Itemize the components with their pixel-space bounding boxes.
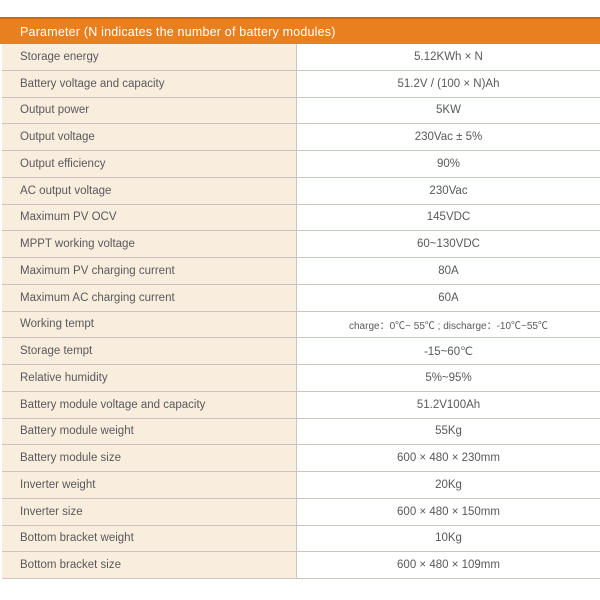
table-title: Parameter (N indicates the number of bat… [20,24,336,39]
table-row: Output voltage 230Vac ± 5% [2,124,600,151]
parameter-value-cell: 10Kg [297,525,600,552]
table-row: Battery voltage and capacity 51.2V / (100… [2,70,600,98]
parameter-name-cell: Working tempt [2,311,297,338]
parameter-value-cell: 230Vac ± 5% [297,124,600,150]
parameter-value-cell: 5KW [297,97,600,124]
parameter-name-cell: Maximum PV charging current [2,258,297,284]
parameter-name-cell: Battery module weight [2,418,297,445]
parameter-name-cell: Inverter weight [2,472,297,498]
parameter-value-cell: 145VDC [297,204,600,231]
parameter-name-cell: Output efficiency [2,151,297,177]
parameter-value-cell: 51.2V / (100 × N)Ah [297,70,600,97]
parameter-value-cell: 600 × 480 × 230mm [297,445,600,471]
table-row: Relative humidity 5%~95% [2,365,600,392]
parameter-name-cell: Battery module size [2,445,297,471]
parameter-value-cell: 80A [297,258,600,284]
parameter-value-cell: 51.2V100Ah [297,391,600,418]
table-row: Storage tempt -15~60℃ [2,338,600,365]
table-row: Battery module voltage and capacity 51.2V… [2,391,600,419]
parameter-name-cell: Output voltage [2,124,297,150]
spec-sheet-page: Parameter (N indicates the number of bat… [0,17,600,600]
parameter-name-cell: Relative humidity [2,365,297,391]
table-row: AC output voltage 230Vac [2,177,600,205]
table-row: Bottom bracket size 600 × 480 × 109mm [2,552,600,579]
table-row: Storage energy 5.12KWh × N [2,44,600,71]
table-row: Output power 5KW [2,97,600,125]
table-row: Battery module size 600 × 480 × 230mm [2,445,600,472]
parameter-value-cell: charge：0℃~ 55℃ ; discharge：-10℃~55℃ [297,311,600,338]
table-row: Battery module weight 55Kg [2,418,600,446]
parameter-name-cell: Maximum AC charging current [2,284,297,311]
parameter-value-cell: -15~60℃ [297,338,600,364]
parameter-value-cell: 600 × 480 × 109mm [297,552,600,578]
parameter-name-cell: Inverter size [2,498,297,525]
table-header-bar: Parameter (N indicates the number of bat… [0,17,600,44]
parameter-name-cell: Maximum PV OCV [2,204,297,231]
table-row: MPPT working voltage 60~130VDC [2,231,600,258]
table-row: Maximum PV OCV 145VDC [2,204,600,232]
table-row: Inverter weight 20Kg [2,472,600,499]
parameter-name-cell: Battery module voltage and capacity [2,391,297,418]
table-row: Working tempt charge：0℃~ 55℃ ; discharge：… [2,311,600,339]
parameter-value-cell: 5.12KWh × N [297,44,600,70]
parameter-value-cell: 20Kg [297,472,600,498]
parameter-value-cell: 60~130VDC [297,231,600,257]
parameter-name-cell: MPPT working voltage [2,231,297,257]
parameter-value-cell: 90% [297,151,600,177]
table-row: Inverter size 600 × 480 × 150mm [2,498,600,526]
parameter-name-cell: Output power [2,97,297,124]
parameter-name-cell: Storage energy [2,44,297,70]
parameter-name-cell: AC output voltage [2,177,297,204]
parameter-value-cell: 55Kg [297,418,600,445]
spec-table: Storage energy 5.12KWh × N Battery voltage… [0,44,600,579]
table-row: Bottom bracket weight 10Kg [2,525,600,553]
parameter-name-cell: Storage tempt [2,338,297,364]
parameter-value-cell: 600 × 480 × 150mm [297,498,600,525]
parameter-name-cell: Bottom bracket weight [2,525,297,552]
parameter-value-cell: 230Vac [297,177,600,204]
parameter-value-cell: 5%~95% [297,365,600,391]
parameter-value-cell: 60A [297,284,600,311]
table-row: Maximum AC charging current 60A [2,284,600,312]
parameter-name-cell: Bottom bracket size [2,552,297,578]
table-row: Output efficiency 90% [2,151,600,178]
table-row: Maximum PV charging current 80A [2,258,600,285]
parameter-name-cell: Battery voltage and capacity [2,70,297,97]
